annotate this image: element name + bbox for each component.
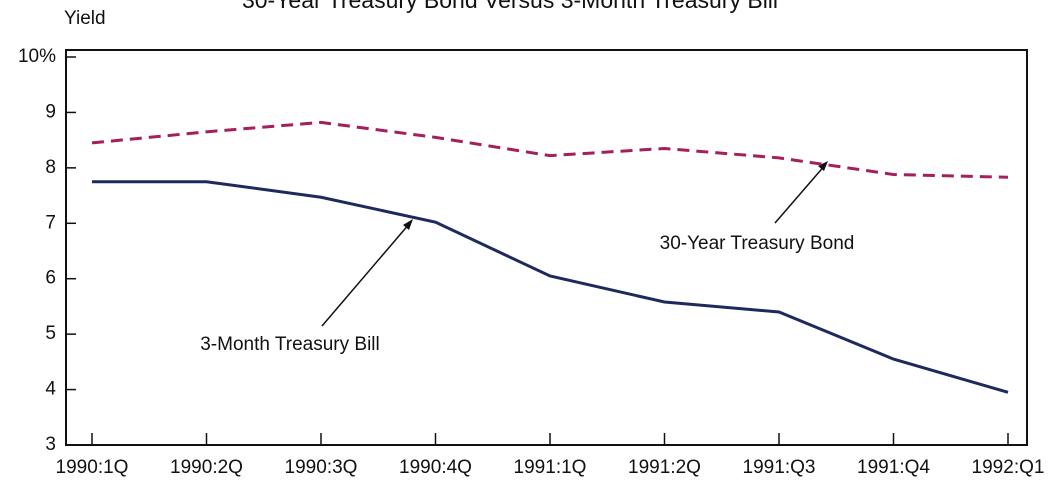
series-line bbox=[92, 180, 1009, 394]
y-tick-label: 6 bbox=[45, 268, 56, 289]
y-tick-label: 9 bbox=[45, 101, 56, 122]
y-axis-label: Yield bbox=[64, 8, 106, 29]
y-tick-label: 10% bbox=[18, 46, 56, 67]
arrow-head bbox=[818, 161, 828, 171]
y-tick-label: 4 bbox=[45, 379, 56, 400]
y-tick-label: 5 bbox=[45, 323, 56, 344]
x-tick-label: 1990:3Q bbox=[285, 457, 358, 478]
y-tick-label: 8 bbox=[45, 157, 56, 178]
annotation-arrow bbox=[774, 163, 827, 224]
y-tick-label: 7 bbox=[45, 212, 56, 233]
series-line bbox=[91, 120, 1009, 179]
x-tick-label: 1991:2Q bbox=[628, 457, 701, 478]
series-label: 30-Year Treasury Bond bbox=[660, 233, 855, 254]
x-tick-label: 1991:Q3 bbox=[743, 457, 816, 478]
arrow-head bbox=[403, 219, 413, 230]
annotation-arrow bbox=[321, 222, 411, 327]
x-tick-label: 1990:2Q bbox=[170, 457, 243, 478]
x-tick-label: 1990:4Q bbox=[399, 457, 472, 478]
x-tick-label: 1991:Q4 bbox=[857, 457, 930, 478]
plot-frame bbox=[65, 49, 1028, 446]
x-tick-label: 1990:1Q bbox=[56, 457, 129, 478]
chart-title: 30-Year Treasury Bond Versus 3-Month Tre… bbox=[242, 0, 778, 13]
y-tick-label: 3 bbox=[45, 434, 56, 455]
x-tick-label: 1991:1Q bbox=[514, 457, 587, 478]
x-tick-label: 1992:Q1 bbox=[972, 457, 1045, 478]
series-label: 3-Month Treasury Bill bbox=[200, 334, 380, 355]
